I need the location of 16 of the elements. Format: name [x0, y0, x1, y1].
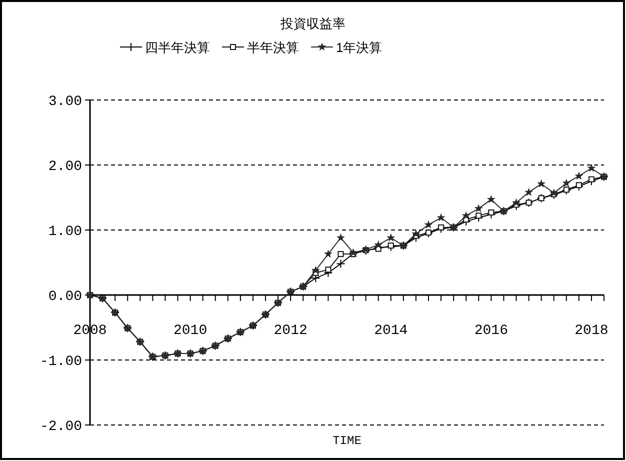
legend-label: 四半年決算 [145, 40, 210, 55]
y-tick-label: 1.00 [48, 224, 82, 240]
y-tick-label: 2.00 [48, 159, 82, 175]
x-axis-title: TIME [332, 434, 362, 448]
x-tick-label: 2016 [474, 323, 508, 339]
y-tick-label: -1.00 [40, 354, 82, 370]
x-tick-label: 2010 [173, 323, 208, 339]
chart-title: 投資収益率 [280, 16, 346, 31]
y-tick-label: 3.00 [48, 94, 82, 110]
y-tick-label: 0.00 [48, 289, 82, 305]
x-tick-label: 2018 [574, 323, 608, 339]
legend-label: 1年決算 [336, 40, 382, 55]
x-tick-label: 2012 [274, 323, 308, 339]
x-tick-label: 2014 [374, 323, 408, 339]
legend-label: 半年決算 [247, 40, 299, 55]
y-tick-label: -2.00 [40, 419, 82, 435]
